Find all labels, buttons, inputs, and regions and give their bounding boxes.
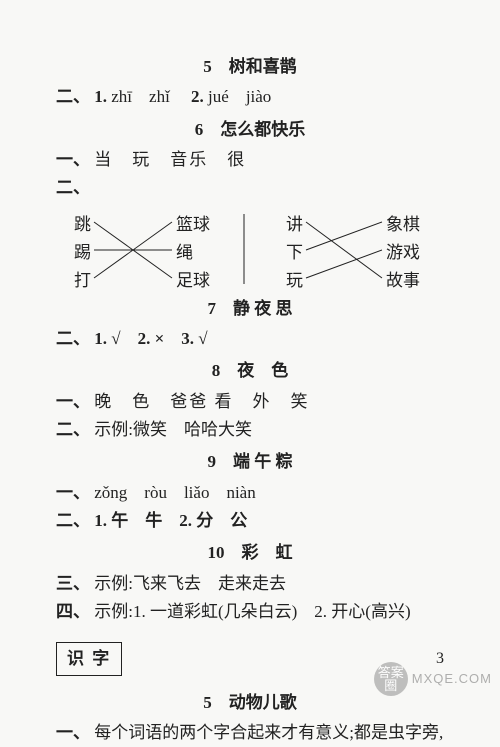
label: 一、 bbox=[56, 392, 90, 411]
label: 一、 bbox=[56, 150, 90, 169]
section-10-line2: 四、 示例:1. 一道彩虹(几朵白云) 2. 开心(高兴) bbox=[56, 599, 444, 625]
section-5-title: 5 树和喜鹊 bbox=[56, 54, 444, 80]
shizi-5-line: 一、 每个词语的两个字合起来才有意义;都是虫字旁, bbox=[56, 720, 444, 746]
section-7-title: 7 静 夜 思 bbox=[56, 296, 444, 322]
watermark-bottom: 圈 bbox=[384, 679, 397, 692]
text: 晚 色 爸爸 看 外 笑 bbox=[94, 392, 309, 411]
section-8-line2: 二、 示例:微笑 哈哈大笑 bbox=[56, 417, 444, 443]
match-right: 象棋 bbox=[386, 212, 420, 238]
match-left: 踢 bbox=[74, 240, 91, 266]
match-right-verb: 玩 bbox=[286, 268, 303, 294]
text: 示例:飞来飞去 走来走去 bbox=[94, 574, 286, 593]
label: 二、 bbox=[56, 329, 90, 348]
text: 1. 午 牛 2. 分 公 bbox=[94, 511, 247, 530]
text: 每个词语的两个字合起来才有意义;都是虫字旁, bbox=[94, 723, 443, 742]
pinyin: zhī zhǐ bbox=[111, 87, 170, 106]
section-9-line2: 二、 1. 午 牛 2. 分 公 bbox=[56, 508, 444, 534]
section-6-title: 6 怎么都快乐 bbox=[56, 117, 444, 143]
watermark: 答案 圈 MXQE.COM bbox=[374, 662, 492, 696]
label: 三、 bbox=[56, 574, 90, 593]
label: 四、 bbox=[56, 602, 90, 621]
match-mid: 篮球 bbox=[176, 212, 210, 238]
label: 二、 bbox=[56, 511, 90, 530]
section-6-line1: 一、 当 玩 音乐 很 bbox=[56, 147, 444, 173]
section-6-line2-label: 二、 bbox=[56, 175, 444, 201]
label: 二、 bbox=[56, 420, 90, 439]
match-mid: 足球 bbox=[176, 268, 210, 294]
match-right: 游戏 bbox=[386, 240, 420, 266]
match-right-verb: 讲 bbox=[286, 212, 303, 238]
match-right-verb: 下 bbox=[286, 240, 303, 266]
label: 二、 bbox=[56, 87, 90, 106]
label: 一、 bbox=[56, 483, 90, 502]
section-9-title: 9 端 午 粽 bbox=[56, 449, 444, 475]
section-5-line: 二、 1. zhī zhǐ 2. jué jiào bbox=[56, 84, 444, 110]
watermark-url: MXQE.COM bbox=[412, 669, 492, 689]
label: 二、 bbox=[56, 178, 90, 197]
text: 示例:微笑 哈哈大笑 bbox=[94, 420, 252, 439]
pinyin: jué jiào bbox=[208, 87, 271, 106]
match-left: 打 bbox=[74, 268, 91, 294]
section-9-line1: 一、 zǒng ròu liǎo niàn bbox=[56, 480, 444, 506]
text: 示例:1. 一道彩虹(几朵白云) 2. 开心(高兴) bbox=[94, 602, 410, 621]
text: 当 玩 音乐 很 bbox=[94, 150, 246, 169]
watermark-icon: 答案 圈 bbox=[374, 662, 408, 696]
match-mid: 绳 bbox=[176, 240, 193, 266]
section-10-title: 10 彩 虹 bbox=[56, 540, 444, 566]
section-8-line1: 一、 晚 色 爸爸 看 外 笑 bbox=[56, 389, 444, 415]
pinyin: zǒng ròu liǎo niàn bbox=[94, 483, 255, 502]
text: 1. √ 2. × 3. √ bbox=[94, 329, 207, 348]
matching-diagram: 跳踢打篮球绳足球讲下玩象棋游戏故事 bbox=[56, 204, 444, 290]
match-left: 跳 bbox=[74, 212, 91, 238]
section-7-line: 二、 1. √ 2. × 3. √ bbox=[56, 326, 444, 352]
num: 1. bbox=[94, 87, 107, 106]
label: 一、 bbox=[56, 723, 90, 742]
section-8-title: 8 夜 色 bbox=[56, 358, 444, 384]
match-right: 故事 bbox=[386, 268, 420, 294]
section-10-line1: 三、 示例:飞来飞去 走来走去 bbox=[56, 571, 444, 597]
shizi-box: 识 字 bbox=[56, 642, 122, 676]
num: 2. bbox=[191, 87, 204, 106]
